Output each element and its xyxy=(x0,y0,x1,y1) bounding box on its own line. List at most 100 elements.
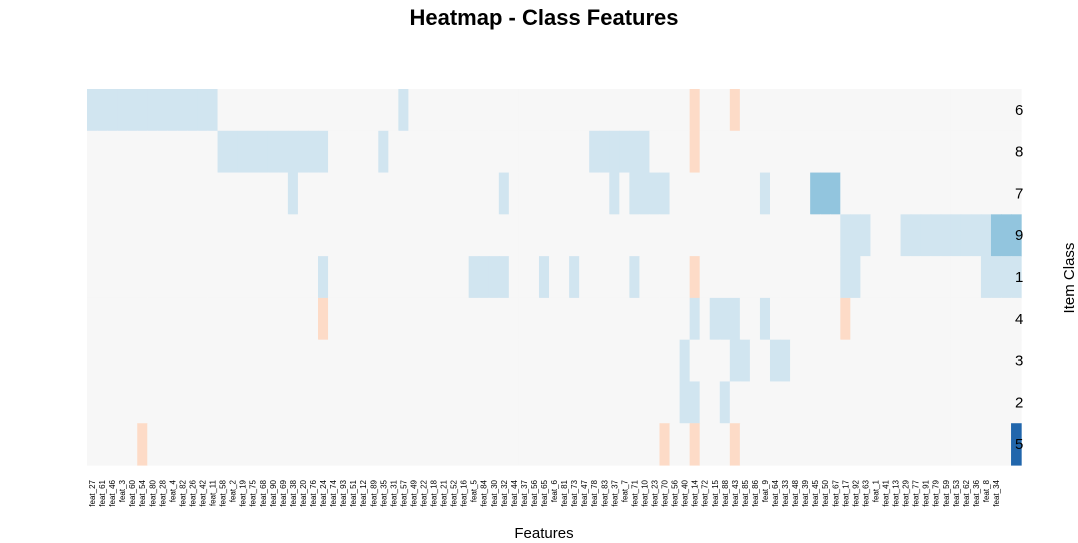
heatmap-cell xyxy=(890,172,902,215)
heatmap-cell xyxy=(157,423,168,466)
heatmap-cell xyxy=(659,130,671,174)
heatmap-cell xyxy=(127,256,138,299)
heatmap-cell xyxy=(117,423,128,466)
row-label: 7 xyxy=(1015,185,1023,202)
heatmap-cell xyxy=(538,381,550,424)
heatmap-cell xyxy=(709,297,721,341)
heatmap-cell xyxy=(900,339,912,383)
column-label: feat_38 xyxy=(289,479,298,506)
heatmap-cell xyxy=(418,423,430,466)
heatmap-cell xyxy=(769,339,781,383)
heatmap-cell xyxy=(549,256,560,299)
heatmap-cell xyxy=(107,214,118,257)
heatmap-cell xyxy=(669,214,681,257)
heatmap-cell xyxy=(920,297,932,341)
heatmap-cell xyxy=(579,256,590,299)
column-label: feat_74 xyxy=(329,479,338,506)
heatmap-cell xyxy=(569,423,580,466)
column-label: feat_40 xyxy=(681,479,690,506)
heatmap-cell xyxy=(458,381,470,424)
heatmap-cell xyxy=(538,339,550,383)
heatmap-cell xyxy=(659,89,671,132)
heatmap-cell xyxy=(368,130,379,174)
heatmap-cell xyxy=(870,423,882,466)
heatmap-cell xyxy=(589,172,600,215)
heatmap-cell xyxy=(619,130,630,174)
heatmap-cell xyxy=(940,423,952,466)
heatmap-cell xyxy=(388,214,399,257)
heatmap-cell xyxy=(297,423,309,466)
heatmap-cell xyxy=(800,89,811,132)
heatmap-cell xyxy=(468,256,480,299)
heatmap-cell xyxy=(97,423,108,466)
heatmap-cell xyxy=(870,297,882,341)
heatmap-cell xyxy=(649,89,661,132)
heatmap-cell xyxy=(719,130,731,174)
heatmap-cell xyxy=(167,130,178,174)
heatmap-cell xyxy=(157,256,168,299)
heatmap-cell xyxy=(307,423,319,466)
heatmap-cell xyxy=(649,214,661,257)
heatmap-cell xyxy=(649,256,661,299)
column-label: feat_39 xyxy=(801,479,810,506)
heatmap-cell xyxy=(418,297,430,341)
heatmap-cell xyxy=(87,381,98,424)
heatmap-cell xyxy=(348,381,359,424)
heatmap-cell xyxy=(538,297,550,341)
column-label: feat_14 xyxy=(691,479,700,506)
heatmap-cell xyxy=(378,172,389,215)
column-label: feat_59 xyxy=(942,479,951,506)
heatmap-cell xyxy=(267,297,279,341)
heatmap-cell xyxy=(157,214,168,257)
heatmap-cell xyxy=(870,214,882,257)
heatmap-cell xyxy=(850,172,861,215)
column-label: feat_43 xyxy=(731,479,740,506)
heatmap-cell xyxy=(820,339,831,383)
heatmap-cell xyxy=(679,339,691,383)
heatmap-cell xyxy=(348,339,359,383)
heatmap-cell xyxy=(749,172,761,215)
heatmap-cell xyxy=(318,297,329,341)
heatmap-cell xyxy=(127,214,138,257)
heatmap-cell xyxy=(669,172,681,215)
heatmap-cell xyxy=(790,339,801,383)
heatmap-cell xyxy=(729,214,741,257)
heatmap-cell xyxy=(207,423,219,466)
column-label: feat_10 xyxy=(640,479,649,506)
heatmap-cell xyxy=(759,256,771,299)
heatmap-cell xyxy=(197,381,209,424)
heatmap-cell xyxy=(549,423,560,466)
heatmap-cell xyxy=(508,130,520,174)
heatmap-cell xyxy=(659,256,671,299)
heatmap-cell xyxy=(990,339,1002,383)
heatmap-cell xyxy=(549,172,560,215)
heatmap-cell xyxy=(960,256,972,299)
heatmap-cell xyxy=(599,339,610,383)
heatmap-cell xyxy=(960,130,972,174)
heatmap-cell xyxy=(458,339,470,383)
heatmap-cell xyxy=(559,339,570,383)
heatmap-cell xyxy=(780,89,791,132)
heatmap-cell xyxy=(167,256,178,299)
heatmap-cell xyxy=(498,423,510,466)
column-label: feat_5 xyxy=(470,479,479,502)
column-label: feat_16 xyxy=(460,479,469,506)
heatmap-cell xyxy=(749,130,761,174)
heatmap-cell xyxy=(810,339,821,383)
heatmap-cell xyxy=(167,423,178,466)
heatmap-cell xyxy=(649,381,661,424)
heatmap-cell xyxy=(538,256,550,299)
heatmap-cell xyxy=(388,130,399,174)
heatmap-cell xyxy=(850,297,861,341)
column-label: feat_24 xyxy=(319,479,328,506)
column-label: feat_76 xyxy=(309,479,318,506)
heatmap-cell xyxy=(739,89,751,132)
heatmap-cell xyxy=(107,172,118,215)
heatmap-cell xyxy=(157,339,168,383)
heatmap-cell xyxy=(338,423,349,466)
heatmap-cell xyxy=(287,423,299,466)
heatmap-cell xyxy=(1011,297,1022,341)
heatmap-cell xyxy=(609,423,620,466)
heatmap-cell xyxy=(689,297,701,341)
heatmap-cell xyxy=(890,423,902,466)
